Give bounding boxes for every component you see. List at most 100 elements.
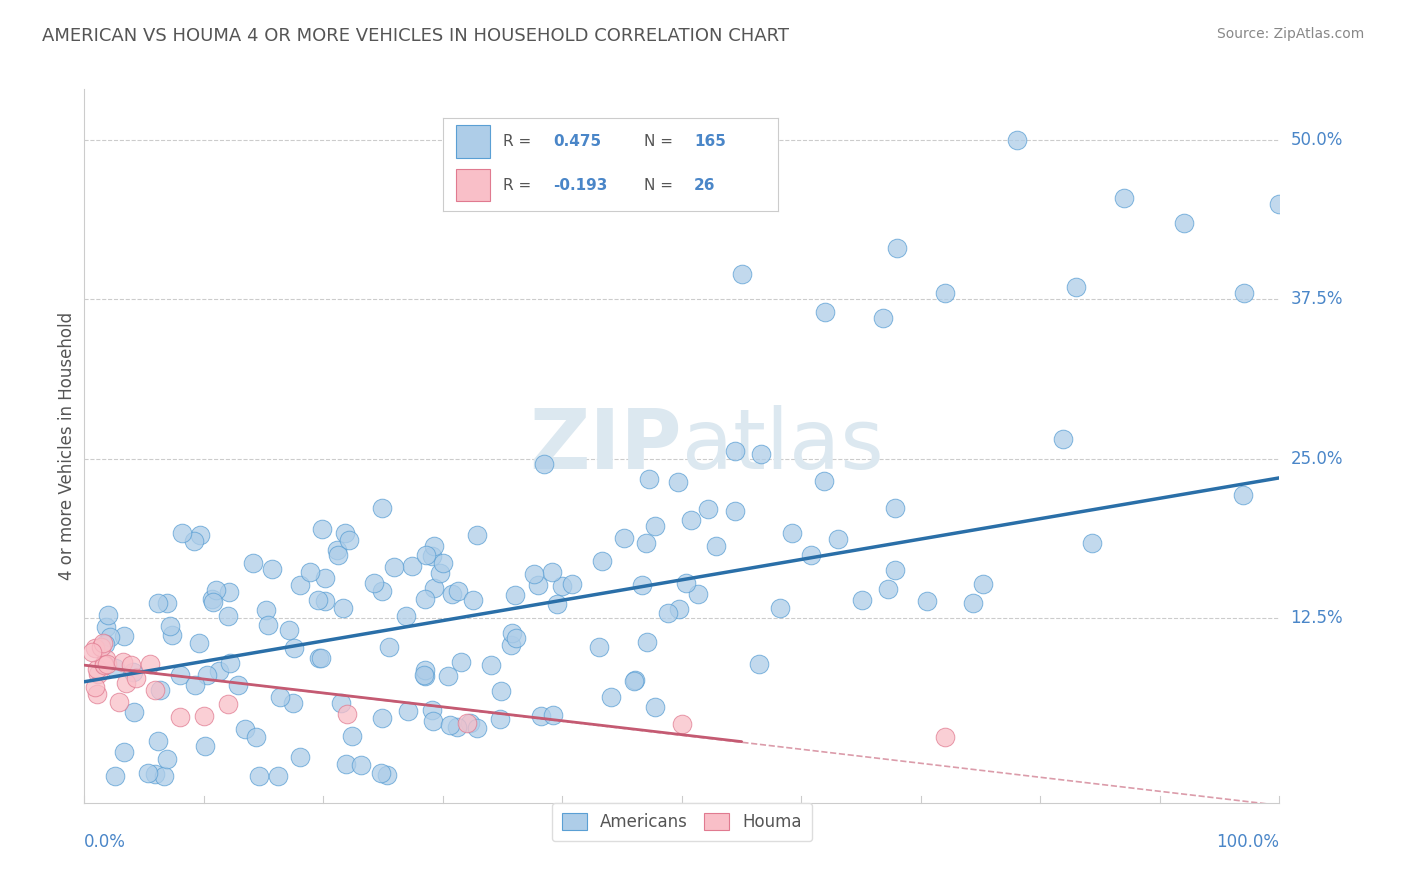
Point <box>193 739 215 753</box>
Point <box>800 548 823 562</box>
Text: -0.193: -0.193 <box>554 178 607 193</box>
Point <box>340 729 363 743</box>
Point <box>723 504 745 518</box>
Point <box>371 711 394 725</box>
Point <box>527 578 550 592</box>
Point <box>96 657 118 671</box>
Point <box>98 631 121 645</box>
Point <box>479 657 502 672</box>
Point <box>415 549 437 563</box>
Text: atlas: atlas <box>682 406 883 486</box>
Point <box>962 596 984 610</box>
Point <box>93 657 115 672</box>
Point <box>112 655 135 669</box>
Point <box>156 752 179 766</box>
Point <box>201 592 224 607</box>
Point <box>326 549 349 563</box>
Point <box>80 645 103 659</box>
Point <box>97 608 120 623</box>
Point <box>780 525 803 540</box>
Point <box>1173 216 1195 230</box>
Point <box>530 709 553 723</box>
Text: 50.0%: 50.0% <box>1291 131 1343 149</box>
Point <box>432 556 454 570</box>
Point <box>350 758 373 772</box>
Point <box>413 669 436 683</box>
Point <box>439 718 461 732</box>
Point <box>704 539 727 553</box>
Text: Source: ZipAtlas.com: Source: ZipAtlas.com <box>1216 27 1364 41</box>
Point <box>697 501 720 516</box>
Point <box>218 657 240 671</box>
Point <box>226 678 249 692</box>
Text: R =: R = <box>503 135 536 149</box>
Point <box>420 549 443 563</box>
Point <box>93 657 115 671</box>
Point <box>675 576 697 591</box>
Point <box>1233 286 1256 301</box>
Point <box>370 766 392 780</box>
Point <box>288 578 311 592</box>
Point <box>375 768 398 782</box>
Point <box>371 583 394 598</box>
Point <box>447 584 470 599</box>
Point <box>437 668 460 682</box>
Point <box>104 661 127 675</box>
Point <box>159 619 181 633</box>
Point <box>91 636 114 650</box>
Point <box>551 579 574 593</box>
Point <box>143 767 166 781</box>
Point <box>1066 279 1088 293</box>
Point <box>96 652 118 666</box>
Point <box>413 591 436 606</box>
Text: 12.5%: 12.5% <box>1291 609 1343 627</box>
Point <box>377 640 399 654</box>
Point <box>631 578 654 592</box>
Point <box>205 583 228 598</box>
Point <box>104 769 127 783</box>
Point <box>1114 190 1136 204</box>
Point <box>546 597 568 611</box>
Point <box>371 500 394 515</box>
Point <box>149 683 172 698</box>
Point <box>422 714 444 728</box>
Point <box>934 730 956 744</box>
Point <box>401 559 423 574</box>
Point <box>262 562 284 576</box>
Point <box>1268 197 1291 211</box>
Point <box>233 722 256 736</box>
Point <box>413 663 436 677</box>
Point <box>114 676 136 690</box>
Point <box>156 596 179 610</box>
Point <box>458 716 481 731</box>
Point <box>686 587 709 601</box>
Point <box>543 708 565 723</box>
Point <box>886 242 908 256</box>
Point <box>309 651 332 665</box>
Point <box>412 668 434 682</box>
Point <box>666 475 689 489</box>
Point <box>731 267 754 281</box>
Point <box>1080 536 1102 550</box>
Point <box>201 595 224 609</box>
Point <box>541 566 564 580</box>
Point <box>533 457 555 471</box>
Point <box>84 641 107 656</box>
Point <box>195 667 218 681</box>
Point <box>657 606 679 620</box>
Point <box>624 673 647 687</box>
Point <box>588 640 610 654</box>
Point <box>1052 432 1074 446</box>
Point <box>124 671 146 685</box>
Point <box>90 640 112 655</box>
Point <box>112 745 135 759</box>
Point <box>724 444 747 458</box>
Point <box>644 519 666 533</box>
Text: ZIP: ZIP <box>530 406 682 486</box>
Point <box>423 540 446 554</box>
Text: 37.5%: 37.5% <box>1291 291 1343 309</box>
Point <box>634 536 657 550</box>
Point <box>281 696 304 710</box>
Point <box>298 566 321 580</box>
Point <box>561 576 583 591</box>
